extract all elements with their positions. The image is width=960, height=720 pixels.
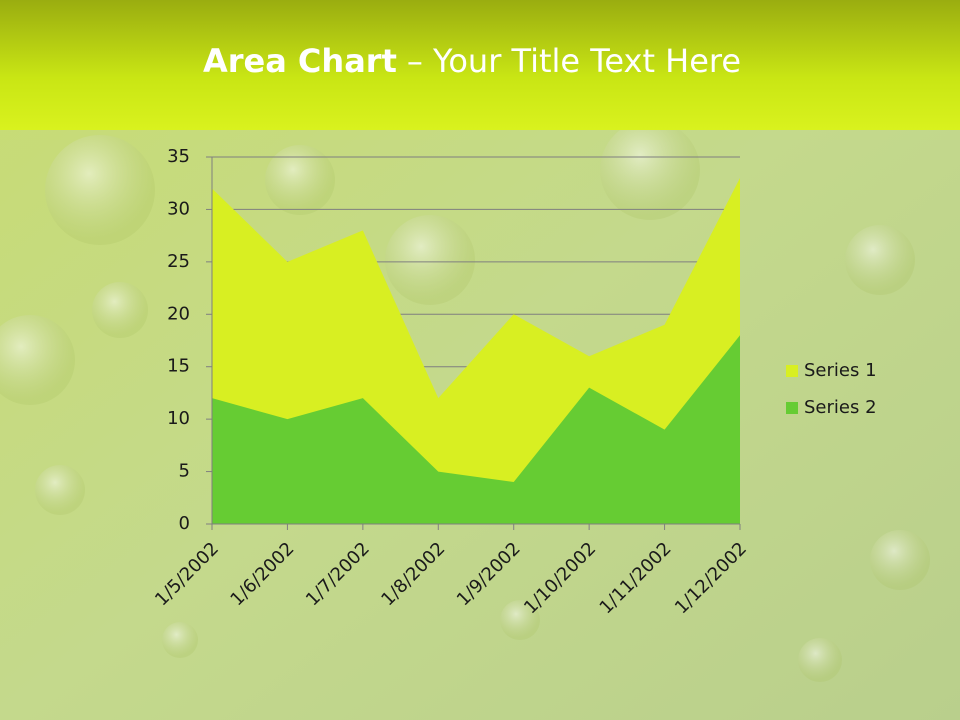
y-tick-label: 35: [167, 146, 190, 167]
title-bold: Area Chart: [203, 42, 397, 80]
droplets: [0, 120, 930, 682]
legend-label: Series 1: [804, 360, 877, 381]
y-tick-label: 25: [167, 251, 190, 272]
y-tick-label: 15: [167, 356, 190, 377]
y-tick-label: 30: [167, 198, 190, 219]
legend-swatch: [786, 365, 798, 377]
y-tick-label: 10: [167, 408, 190, 429]
y-tick-label: 20: [167, 303, 190, 324]
slide-title: Area Chart – Your Title Text Here: [203, 42, 741, 80]
legend-swatch: [786, 402, 798, 414]
y-tick-label: 5: [179, 461, 190, 482]
area: [212, 335, 740, 524]
y-tick-label: 0: [179, 513, 190, 534]
title-band: [0, 0, 960, 130]
legend-label: Series 2: [804, 397, 877, 418]
title-rest: – Your Title Text Here: [407, 42, 741, 80]
